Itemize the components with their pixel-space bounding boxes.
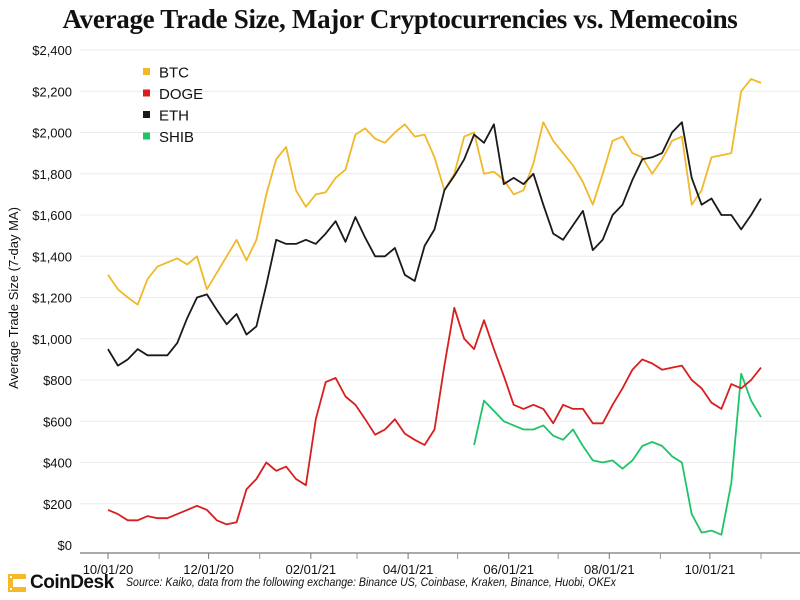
x-tick-label: 10/01/21 [685, 562, 736, 577]
legend-label: BTC [159, 65, 189, 82]
chart-title: Average Trade Size, Major Cryptocurrenci… [62, 4, 738, 34]
brand-name: CoinDesk [30, 572, 114, 593]
y-tick-label: $0 [58, 538, 72, 553]
x-tick-label: 04/01/21 [383, 562, 434, 577]
series-line-doge [107, 306, 762, 526]
series-line-shib [473, 372, 762, 536]
legend-swatch-eth [143, 111, 150, 118]
y-tick-label: $2,200 [32, 84, 72, 99]
y-tick-label: $1,000 [32, 332, 72, 347]
coindesk-logo-icon [8, 574, 26, 592]
y-tick-label: $200 [43, 497, 72, 512]
legend-swatch-doge [143, 89, 150, 97]
y-tick-label: $1,400 [32, 249, 72, 264]
y-tick-label: $600 [43, 414, 72, 429]
legend: BTC DOGE ETH SHIB [143, 65, 203, 146]
x-tick-label: 12/01/20 [183, 562, 234, 577]
y-tick-label: $400 [43, 456, 72, 471]
x-tick-label: 02/01/21 [286, 562, 337, 577]
y-tick-label: $2,400 [32, 43, 72, 58]
y-tick-label: $1,600 [32, 208, 72, 223]
x-tick-label: 08/01/21 [584, 562, 635, 577]
gridlines [80, 49, 800, 505]
series-line-eth [107, 121, 762, 367]
y-axis-label: Average Trade Size (7-day MA) [6, 207, 21, 389]
legend-swatch-btc [143, 68, 150, 75]
y-tick-label: $800 [43, 373, 72, 388]
y-axis-tick-labels: $0 $200 $400 $600 $800 $1,000 $1,200 $1,400 $1,6… [32, 43, 72, 553]
footer: CoinDesk Source: Kaiko, data from the fo… [8, 571, 658, 595]
source-note: Source: Kaiko, data from the following e… [125, 577, 616, 589]
x-tick-label: 06/01/21 [483, 562, 534, 577]
y-tick-label: $1,200 [32, 291, 72, 306]
x-axis-ticks: 10/01/20 12/01/20 02/01/21 04/01/21 06/01/21… [83, 553, 762, 577]
legend-label: SHIB [159, 129, 194, 146]
y-tick-label: $2,000 [32, 126, 72, 141]
legend-label: DOGE [159, 86, 203, 103]
legend-label: ETH [159, 108, 189, 125]
x-tick-label: 10/01/20 [83, 562, 134, 577]
y-tick-label: $1,800 [32, 167, 72, 182]
series-line-btc [107, 78, 762, 306]
series-lines [107, 78, 762, 536]
legend-swatch-shib [143, 132, 150, 140]
